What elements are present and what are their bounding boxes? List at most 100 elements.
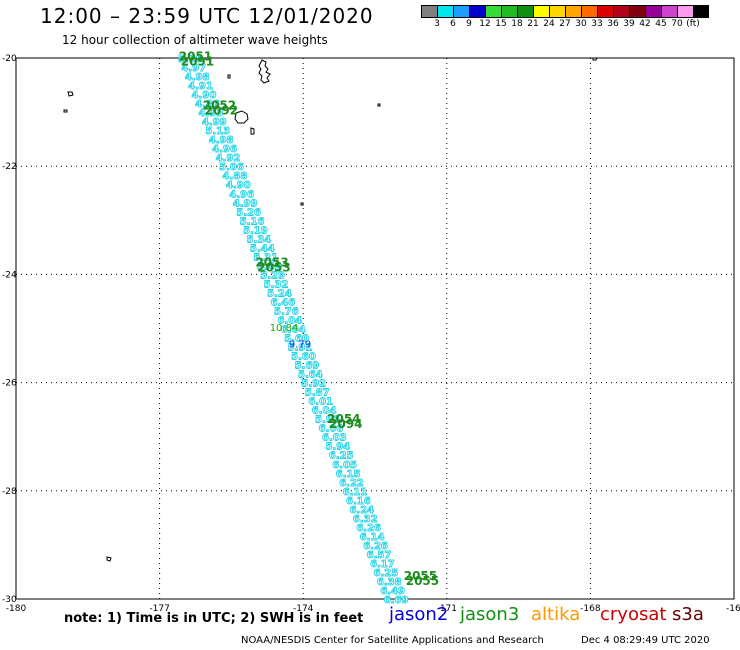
legend-swatch	[469, 5, 485, 18]
swh-reading: 4.90	[192, 90, 217, 101]
legend-swatch	[501, 5, 517, 18]
legend-label: 18	[511, 19, 523, 29]
island-outline	[63, 109, 68, 113]
lat-tick-label: -20	[2, 54, 17, 64]
footer-timestamp: Dec 4 08:29:49 UTC 2020	[581, 635, 710, 646]
island-outline	[300, 202, 304, 206]
legend-swatch	[453, 5, 469, 18]
legend-label: 36	[607, 19, 619, 29]
swh-reading: 6.04	[312, 406, 337, 417]
swh-reading: 6.26	[363, 541, 388, 552]
swh-reading: 6.69	[384, 595, 409, 606]
swh-reading: 5.49	[257, 261, 282, 272]
satellite-s3a-label: s3a	[672, 604, 704, 625]
swh-reading: 6.17	[370, 559, 395, 570]
swh-reading: 5.96	[315, 415, 340, 426]
swh-reading: 6.25	[373, 568, 398, 579]
swh-reading: 4.91	[188, 81, 213, 92]
graticule	[16, 58, 734, 599]
swh-reading: 5.92	[301, 379, 326, 390]
map-subtitle: 12 hour collection of altimeter wave hei…	[62, 33, 328, 47]
swh-reading: 6.57	[367, 550, 392, 561]
swh-reading: 5.08	[178, 54, 203, 65]
legend-label: 30	[575, 19, 587, 29]
island-outline	[258, 59, 271, 84]
swh-reading: 5.06	[219, 162, 244, 173]
swh-reading: 5.13	[205, 126, 230, 137]
legend-label: 9	[466, 19, 472, 29]
swh-reading: 5.87	[305, 388, 330, 399]
island-outline	[377, 103, 381, 107]
swh-reading: 6.32	[353, 514, 378, 525]
swh-reading: 6.46	[271, 297, 296, 308]
lat-tick-label: -22	[2, 162, 17, 172]
swh-highlight-reading: 9.79	[289, 339, 311, 350]
swh-reading: 5.91	[288, 343, 313, 354]
legend-label: 42	[639, 19, 651, 29]
swh-reading: 6.25	[329, 451, 354, 462]
legend-swatch	[661, 5, 677, 18]
units-note: note: 1) Time is in UTC; 2) SWH is in fe…	[64, 611, 364, 626]
swh-reading: 4.92	[216, 153, 241, 164]
lat-tick-label: -26	[2, 379, 17, 389]
swh-reading: 6.06	[319, 424, 344, 435]
lon-tick-label: -174	[293, 604, 314, 614]
lat-tick-label: -30	[2, 595, 17, 605]
legend-swatch	[533, 5, 549, 18]
swh-reading: 6.24	[349, 505, 374, 516]
island-outline	[227, 74, 231, 79]
legend-label: 12	[479, 19, 491, 29]
swh-reading: 5.76	[274, 306, 299, 317]
swh-reading: 5.60	[291, 352, 316, 363]
swh-reading: 4.99	[202, 117, 227, 128]
map-frame	[15, 57, 735, 600]
legend-swatch	[517, 5, 533, 18]
lon-tick-label: -177	[149, 604, 169, 614]
footer-credit: NOAA/NESDIS Center for Satellite Applica…	[241, 635, 544, 646]
swh-reading: 4.93	[199, 108, 224, 119]
legend-swatch	[645, 5, 661, 18]
legend-swatch	[485, 5, 501, 18]
swh-reading: 6.14	[360, 532, 385, 543]
swh-reading: 6.04	[277, 315, 302, 326]
legend-swatch	[613, 5, 629, 18]
legend-label: 39	[623, 19, 635, 29]
swh-reading: 4.86	[195, 99, 220, 110]
swh-reading: 5.26	[236, 207, 261, 218]
swh-reading: 6.01	[308, 397, 333, 408]
legend-label: 33	[591, 19, 603, 29]
pass-number-label: 2055	[406, 574, 439, 588]
pass-number-label: 2053	[257, 260, 290, 274]
lon-tick-label: -180	[6, 604, 27, 614]
legend-swatch	[693, 5, 709, 18]
swh-reading: 5.16	[240, 216, 265, 227]
swh-reading: 5.60	[284, 334, 309, 345]
swh-reading: 5.94	[325, 442, 350, 453]
pass-number-label: 2051	[179, 50, 212, 64]
swh-reading: 6.15	[336, 469, 361, 480]
legend-label: 21	[527, 19, 539, 29]
lat-tick-label: -28	[2, 487, 17, 497]
swh-reading: 6.05	[332, 460, 357, 471]
swh-reading: 4.98	[209, 135, 234, 146]
swh-reading: 4.88	[223, 171, 248, 182]
pass-number-label: 2055	[404, 569, 437, 583]
satellite-cryosat-label: cryosat	[600, 604, 667, 625]
island-outline	[250, 127, 255, 135]
swh-reading: 5.31	[253, 252, 278, 263]
lon-tick-label: -165	[726, 604, 740, 614]
swh-reading: 4.96	[212, 144, 237, 155]
legend-swatch	[437, 5, 453, 18]
pass-number-label: 2052	[203, 98, 236, 112]
swh-reading: 6.16	[346, 496, 371, 507]
island-outline	[234, 110, 249, 124]
legend-unit: (ft)	[686, 19, 700, 29]
island-outlines	[63, 57, 598, 562]
legend-swatch	[677, 5, 693, 18]
swh-reading: 4.98	[185, 72, 210, 83]
legend-swatch	[581, 5, 597, 18]
legend-swatch	[565, 5, 581, 18]
island-outline	[67, 91, 74, 97]
legend-label: 6	[450, 19, 456, 29]
